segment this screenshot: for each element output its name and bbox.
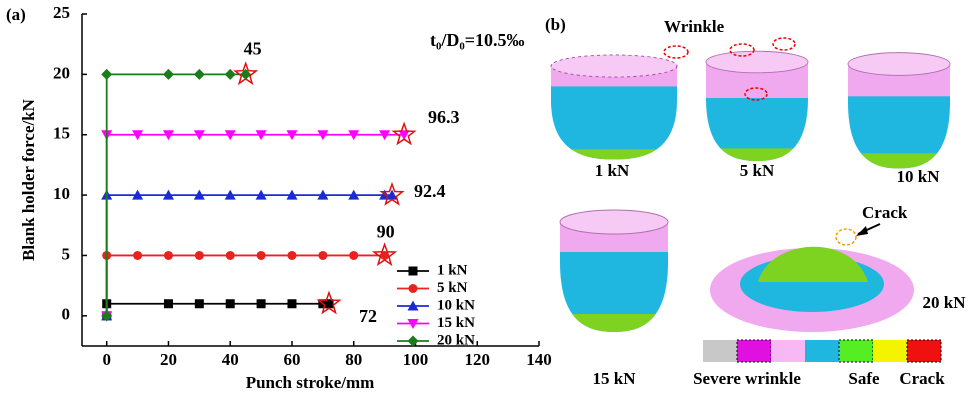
x-tick-label: 140 (526, 350, 552, 369)
x-tick-label: 40 (222, 350, 239, 369)
scale-label: Crack (899, 369, 945, 388)
marker (163, 69, 174, 80)
scale-label: Safe (848, 369, 880, 388)
marker (287, 299, 296, 308)
end-label: 96.3 (428, 107, 460, 127)
marker (164, 251, 173, 260)
marker (409, 284, 418, 293)
cup-image (558, 210, 670, 340)
cup-label: 1 kN (595, 161, 630, 180)
legend-label: 5 kN (437, 280, 468, 296)
x-tick-label: 100 (403, 350, 429, 369)
end-label: 92.4 (414, 181, 446, 201)
y-axis-label: Blank holder force/kN (19, 98, 38, 261)
series-line (107, 255, 385, 315)
marker (349, 251, 358, 260)
cup-label: 10 kN (897, 167, 941, 186)
marker (409, 267, 418, 276)
marker (257, 251, 266, 260)
blank-image (710, 247, 914, 332)
end-label: 72 (359, 306, 377, 326)
marker (195, 251, 204, 260)
panel-label: (b) (545, 15, 566, 34)
x-tick-label: 120 (464, 350, 490, 369)
end-label: 90 (377, 222, 395, 242)
y-tick-label: 0 (62, 305, 71, 324)
panel-label: (a) (6, 5, 26, 24)
marker (194, 69, 205, 80)
cup-image (846, 53, 951, 177)
crack-label: Crack (862, 203, 908, 222)
legend-label: 15 kN (437, 315, 475, 331)
x-tick-label: 0 (102, 350, 111, 369)
legend-label: 1 kN (437, 262, 468, 278)
arrow-head (856, 226, 868, 236)
series-line (107, 135, 404, 316)
chart: (a) t₀/D₀=10.5‰ Punch stroke/mm Blank ho… (6, 3, 552, 392)
y-tick-label: 25 (53, 3, 70, 22)
marker (408, 336, 419, 347)
marker (133, 251, 142, 260)
color-scale (703, 340, 941, 362)
y-tick-label: 15 (53, 124, 70, 143)
wrinkle-label: Wrinkle (664, 17, 725, 36)
scale-label: Severe wrinkle (693, 369, 801, 388)
legend-label: 20 kN (437, 332, 475, 348)
cup-label: 5 kN (740, 161, 775, 180)
panel-b: (b) (545, 15, 966, 388)
marker (287, 251, 296, 260)
marker (257, 299, 266, 308)
annotation: t₀/D₀=10.5‰ (430, 30, 525, 50)
marker (226, 299, 235, 308)
x-tick-label: 60 (283, 350, 300, 369)
y-tick-label: 20 (53, 63, 70, 82)
x-tick-label: 80 (345, 350, 362, 369)
cup-image (549, 55, 679, 166)
cup-label: 15 kN (593, 369, 637, 388)
legend-label: 10 kN (437, 297, 475, 313)
marker (101, 69, 112, 80)
x-axis-label: Punch stroke/mm (246, 373, 375, 392)
end-label: 45 (244, 38, 262, 58)
x-tick-label: 20 (160, 350, 177, 369)
marker (164, 299, 173, 308)
y-tick-label: 10 (53, 184, 70, 203)
marker (318, 251, 327, 260)
y-tick-label: 5 (62, 244, 71, 263)
marker (195, 299, 204, 308)
marker (226, 251, 235, 260)
cup-label: 20 kN (923, 293, 967, 312)
figure: (a) t₀/D₀=10.5‰ Punch stroke/mm Blank ho… (0, 0, 978, 402)
cup-image (704, 51, 809, 168)
